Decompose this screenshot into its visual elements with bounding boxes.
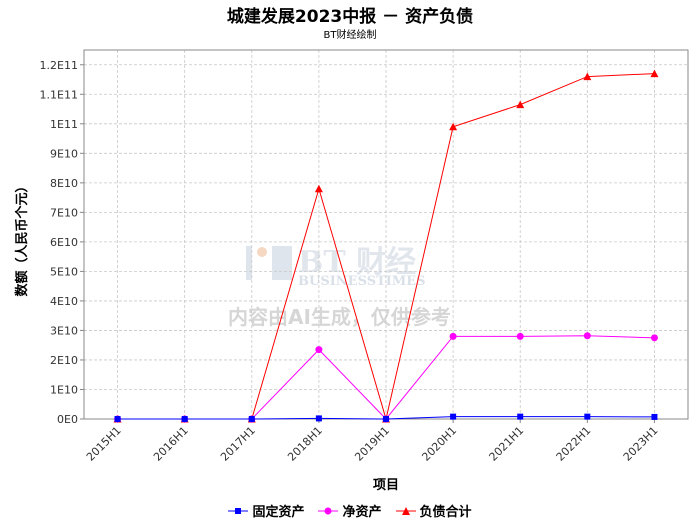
x-tick-label: 2016H1 [151,424,191,464]
y-tick-label: 1E11 [50,118,78,131]
y-tick-label: 2E10 [50,354,78,367]
x-tick-label: 2023H1 [621,424,661,464]
data-point-circle [583,332,591,340]
data-point-square [651,413,658,420]
data-point-triangle [516,100,525,109]
x-tick-label: 2020H1 [419,424,459,464]
legend: 固定资产 净资产 负债合计 [0,501,700,520]
legend-item-total-liabilities: 负债合计 [395,501,472,520]
x-tick-label: 2021H1 [487,424,527,464]
data-point-triangle [449,122,458,131]
data-point-square [181,416,188,422]
legend-item-net-assets: 净资产 [318,501,382,520]
y-tick-label: 7E10 [50,206,78,219]
legend-label: 固定资产 [252,505,305,520]
data-point-square [584,413,591,420]
data-point-square [315,415,322,422]
y-tick-label: 1.1E11 [40,88,78,101]
data-point-square [450,413,457,420]
legend-label: 负债合计 [419,505,472,520]
y-tick-label: 6E10 [50,236,78,249]
data-point-circle [516,332,524,340]
y-tick-labels: 0E0 1E10 2E10 3E10 4E10 5E10 6E10 7E10 8E10 9E10 1… [40,59,78,426]
x-axis-title: 项目 [373,478,399,493]
grid-lines [84,50,688,420]
watermark-logo-bar [272,246,292,280]
data-point-square [517,413,524,420]
watermark-brand: BT 财经 [298,245,416,280]
legend-marker-square [228,507,249,514]
y-tick-label: 0E0 [57,413,78,426]
data-point-square [114,416,121,422]
data-point-triangle [314,184,323,193]
data-point-square [248,416,255,422]
watermark-notice: 内容由AI生成，仅供参考 [228,305,451,329]
axes [80,49,689,423]
legend-label: 净资产 [342,505,382,520]
chart-subtitle: BT财经绘制 [323,30,377,41]
legend-marker-circle [318,507,339,514]
y-axis-title: 数额（人民币个元） [14,179,30,296]
x-tick-label: 2015H1 [84,424,124,464]
data-point-square [383,416,389,422]
data-point-triangle [583,72,592,81]
legend-item-fixed-assets: 固定资产 [228,501,304,520]
y-tick-label: 1.2E11 [40,59,78,72]
x-tick-labels: 2015H1 2016H1 2017H1 2018H1 2019H1 2020H1 2021… [84,424,661,464]
y-tick-label: 3E10 [50,324,78,337]
y-tick-label: 4E10 [50,295,78,308]
watermark-logo-bar [246,246,252,280]
y-tick-label: 8E10 [50,177,78,190]
y-tick-label: 9E10 [50,147,78,160]
x-tick-label: 2022H1 [554,424,594,464]
watermark-logo-dot [257,247,267,257]
y-tick-label: 1E10 [50,383,78,396]
data-point-circle [449,332,457,340]
series-layer [113,69,659,423]
x-tick-label: 2019H1 [352,424,392,464]
x-tick-label: 2018H1 [285,424,325,464]
x-tick-label: 2017H1 [218,424,258,464]
watermark-brand-en: BUSINESSTIMES [298,274,426,289]
data-point-circle [315,346,323,354]
data-point-circle [650,334,658,342]
y-tick-label: 5E10 [50,265,78,278]
chart-title: 城建发展2023中报 － 资产负债 [226,7,474,27]
data-point-triangle [650,69,659,78]
legend-marker-triangle [395,506,416,515]
